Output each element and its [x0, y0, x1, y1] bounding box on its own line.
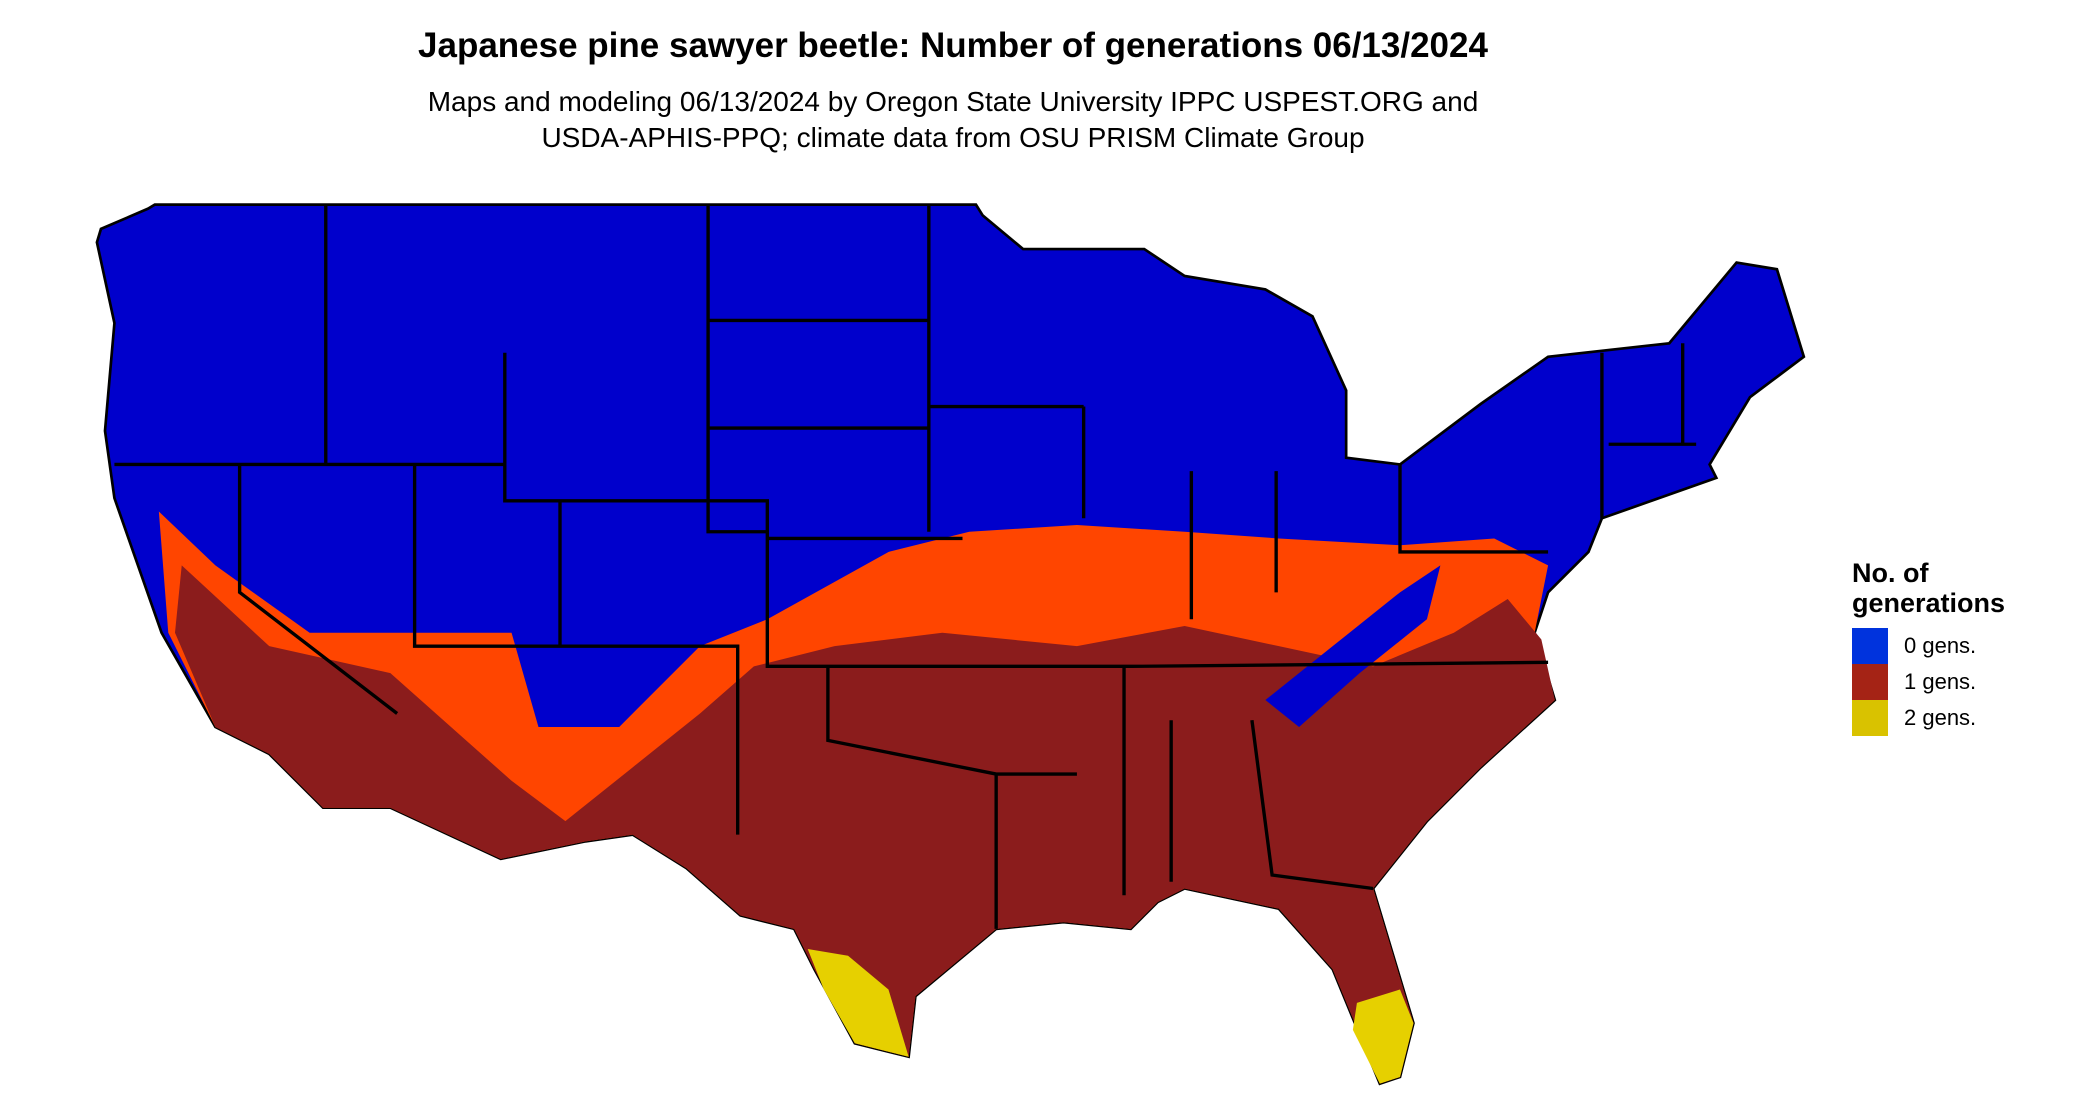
region-1-gens	[175, 565, 1555, 1084]
legend-item-0-gens: 0 gens.	[1852, 628, 2005, 664]
region-2-gens-texas	[807, 949, 909, 1057]
map-title: Japanese pine sawyer beetle: Number of g…	[418, 26, 1488, 65]
map-subtitle-line2: USDA-APHIS-PPQ; climate data from OSU PR…	[541, 122, 1365, 153]
region-2-gens-florida	[1352, 989, 1414, 1084]
legend-label: 0 gens.	[1904, 633, 1977, 658]
legend-title-line2: generations	[1852, 588, 2006, 618]
legend-label: 1 gens.	[1904, 669, 1977, 694]
appalachian-0-gens	[1265, 565, 1441, 727]
legend-swatch-yellow	[1852, 700, 1888, 736]
legend-title: No. of generations	[1852, 558, 2005, 618]
legend: No. of generations 0 gens. 1 gens. 2 gen…	[1852, 558, 2005, 736]
legend-item-2-gens: 2 gens.	[1852, 700, 2005, 736]
legend-label: 2 gens.	[1904, 705, 1977, 730]
legend-swatch-blue	[1852, 628, 1888, 664]
legend-swatch-red	[1852, 664, 1888, 700]
legend-title-line1: No. of	[1852, 558, 1929, 588]
state-borders	[114, 204, 1697, 929]
map-subtitle-line1: Maps and modeling 06/13/2024 by Oregon S…	[427, 86, 1479, 117]
legend-item-1-gens: 1 gens.	[1852, 664, 2005, 700]
